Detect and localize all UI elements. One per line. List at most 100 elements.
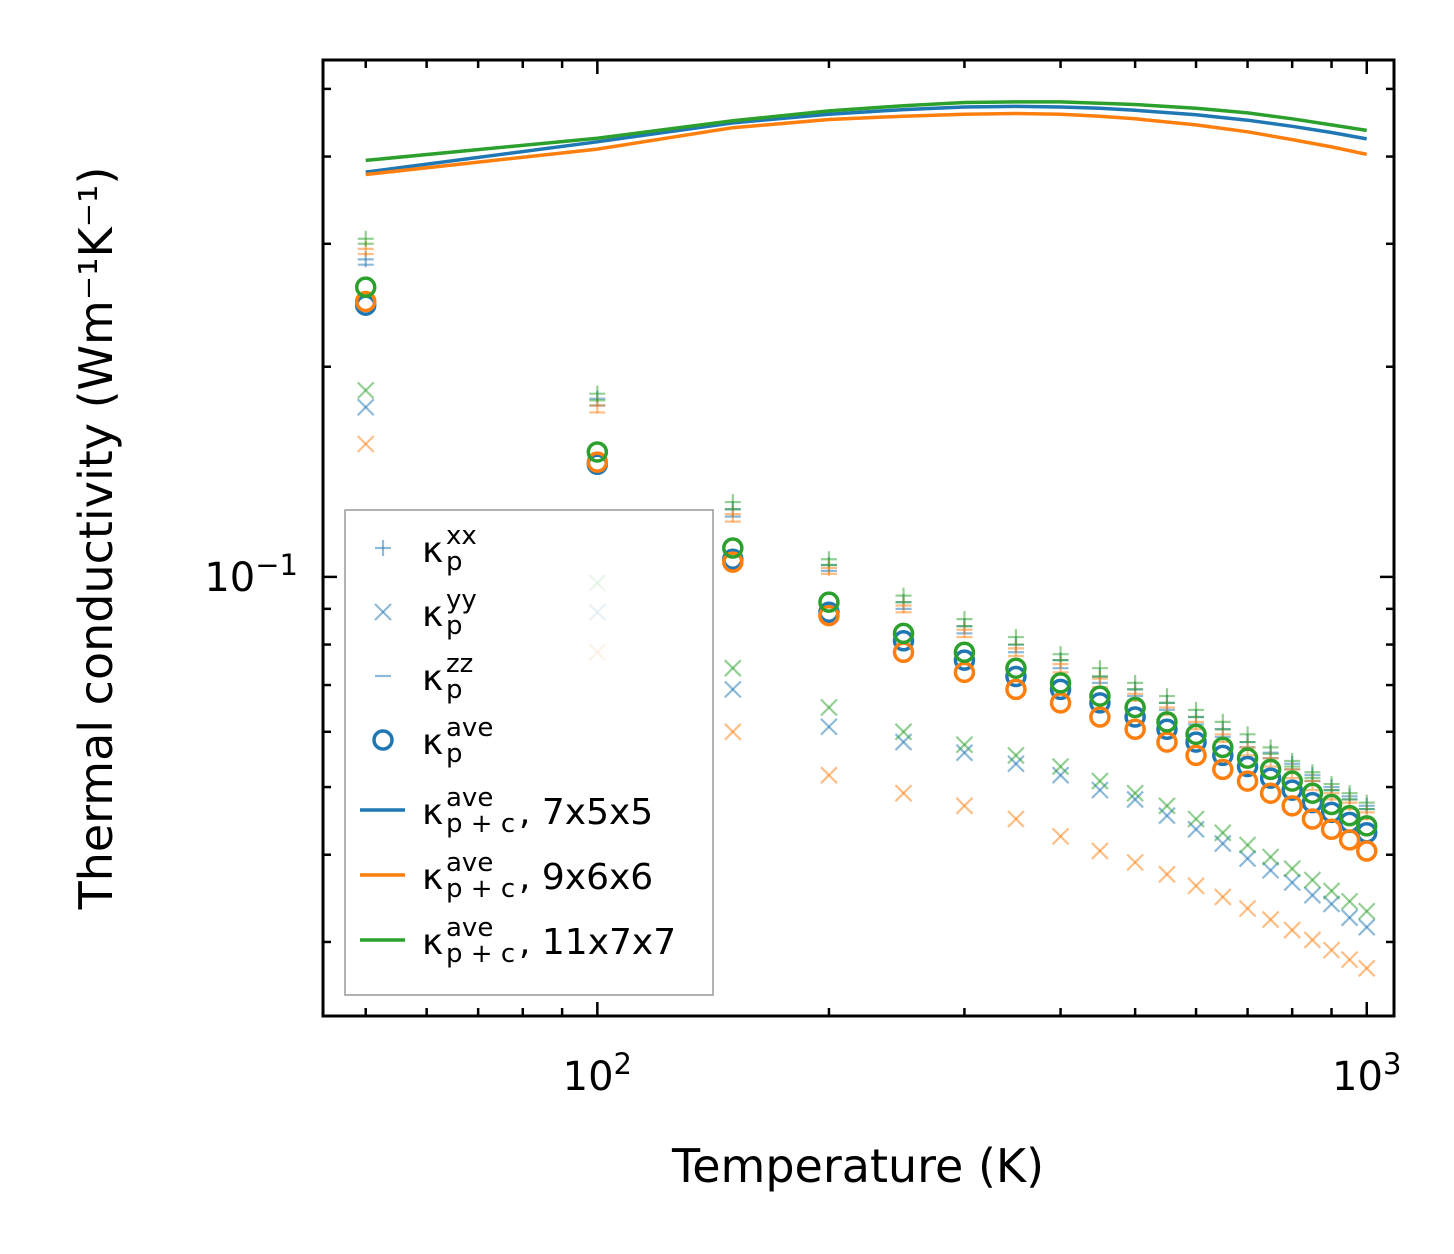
legend-superscript: ave: [446, 913, 493, 943]
legend-subscript: p + c: [446, 939, 515, 969]
kappa-p-xx-point: [1239, 726, 1256, 743]
kappa-p-ave-point: [1089, 685, 1111, 707]
kappa-p-ave-point: [892, 630, 915, 652]
kappa-p-xx-point: [1127, 674, 1144, 691]
kappa-p-yy-point: [1283, 921, 1301, 939]
kappa-p-xx-point: [1284, 752, 1301, 769]
legend-subscript: p + c: [446, 809, 515, 839]
kappa-p-yy-point: [1357, 918, 1376, 936]
kappa-p-ave-point: [953, 661, 976, 684]
kappa-p-yy-point: [1187, 877, 1205, 895]
series-group-11x7x7: [356, 230, 1376, 921]
kappa-p-yy-point: [1340, 950, 1359, 969]
legend-entry: κ zzp: [375, 649, 473, 705]
kappa-p-yy-point: [1091, 781, 1109, 799]
legend-superscript: ave: [446, 783, 493, 813]
legend-superscript: zz: [446, 649, 473, 679]
legend-plus-marker: [375, 540, 391, 556]
kappa-p-ave-point: [586, 441, 609, 463]
kappa-p-xx-point: [1214, 713, 1231, 730]
kappa-p-yy-point: [1126, 784, 1144, 802]
kappa-p-yy-point: [724, 659, 742, 677]
kappa-p-ave-point: [1320, 793, 1343, 816]
kappa-p-yy-point: [1261, 848, 1280, 866]
y-axis-label: Thermal conductivity (Wm⁻¹K⁻¹): [69, 167, 123, 911]
kappa-p-ave-point: [1301, 782, 1324, 804]
kappa-p-ave-point: [1355, 815, 1378, 837]
legend-subscript: p: [446, 675, 463, 705]
kappa-p-ave-point: [1320, 818, 1343, 841]
kappa-p-yy-point: [724, 723, 742, 741]
kappa-p-ave-point: [1259, 767, 1282, 789]
kappa-p-ave-point: [354, 290, 377, 313]
kappa-p-xx-point: [1007, 629, 1024, 646]
kappa-p-yy-point: [1283, 859, 1301, 878]
kappa-p-yy-point: [1357, 902, 1376, 921]
kappa-p-ave-point: [1185, 744, 1207, 767]
kappa-p-xx-point: [1188, 701, 1205, 718]
kappa-p-xx-point: [589, 385, 606, 402]
kappa-p-xx-point: [1358, 794, 1375, 811]
kappa-p-xx-point: [1091, 660, 1108, 677]
legend-symbol: κ: [422, 594, 443, 635]
kappa-p-xx-point: [1323, 776, 1340, 793]
legend-x-marker: [374, 603, 392, 621]
kappa-p-ave-point: [1156, 718, 1178, 741]
legend-symbol: κ: [422, 857, 443, 898]
kappa-p-ave-point: [1005, 657, 1027, 679]
kappa-p-yy-point: [1091, 772, 1109, 790]
x-tick-label: 103: [1332, 1047, 1401, 1100]
legend-suffix: , 11x7x7: [519, 922, 676, 963]
kappa-p-ave-point: [1236, 747, 1259, 769]
legend-symbol: κ: [422, 658, 443, 699]
kappa-p-yy-point: [1007, 810, 1025, 828]
kappa-p-xx-point: [357, 230, 374, 247]
kappa-p-xx-point: [1304, 764, 1321, 781]
x-tick-label: 102: [563, 1047, 632, 1100]
legend-symbol: κ: [422, 530, 443, 571]
legend-entry: κ xxp: [375, 521, 477, 577]
kappa-p-yy-point: [1303, 871, 1322, 889]
kappa-pc-ave-line-11x7x7: [365, 100, 1367, 163]
kappa-pc-ave-line-7x5x5: [365, 104, 1368, 174]
kappa-p-yy-point: [1340, 892, 1359, 911]
legend-superscript: yy: [446, 585, 477, 615]
kappa-p-ave-point: [1156, 711, 1178, 733]
kappa-p-yy-point: [1303, 886, 1322, 904]
kappa-p-ave-point: [1212, 736, 1234, 759]
kappa-p-ave-point: [1185, 731, 1207, 753]
kappa-p-yy-point: [1261, 861, 1280, 880]
kappa-p-yy-point: [1051, 766, 1070, 784]
kappa-p-yy-point: [1051, 827, 1070, 846]
plot-area: [354, 100, 1378, 978]
kappa-p-ave-point: [1185, 723, 1207, 746]
kappa-p-yy-point: [1322, 895, 1341, 913]
kappa-p-ave-point: [1124, 696, 1146, 719]
legend-entry: κ yyp: [374, 585, 477, 641]
kappa-p-ave-point: [892, 622, 915, 645]
legend-symbol: κ: [422, 722, 443, 763]
legend-subscript: p: [446, 547, 463, 577]
x-axis-label: Temperature (K): [671, 1139, 1044, 1193]
kappa-p-yy-point: [1158, 797, 1176, 815]
kappa-p-ave-point: [354, 276, 377, 298]
kappa-p-ave-point: [1259, 782, 1282, 804]
kappa-p-ave-point: [953, 641, 976, 663]
kappa-p-yy-point: [1261, 910, 1280, 929]
kappa-p-ave-point: [722, 551, 744, 573]
kappa-p-yy-point: [1214, 888, 1232, 906]
kappa-p-xx-point: [820, 551, 837, 568]
kappa-p-ave-point: [1281, 779, 1303, 801]
kappa-p-ave-point: [953, 649, 976, 671]
kappa-p-xx-point: [956, 611, 973, 628]
kappa-p-ave-point: [1212, 758, 1234, 781]
kappa-p-xx-point: [1262, 739, 1279, 756]
kappa-p-ave-point: [1355, 840, 1378, 862]
kappa-p-yy-point: [1283, 873, 1301, 892]
kappa-p-ave-point: [818, 604, 840, 627]
kappa-p-ave-point: [1089, 692, 1111, 714]
axes-frame: [321, 58, 1396, 1018]
